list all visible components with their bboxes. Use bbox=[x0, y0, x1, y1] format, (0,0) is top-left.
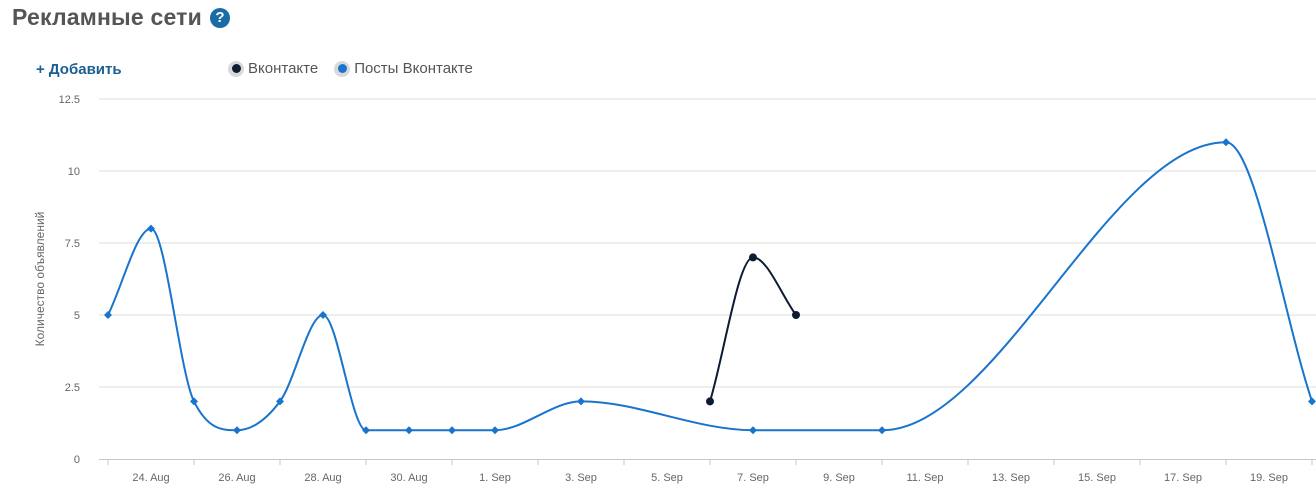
data-point bbox=[706, 397, 714, 406]
x-tick-label: 7. Sep bbox=[737, 472, 769, 484]
data-point bbox=[147, 224, 155, 233]
data-point bbox=[792, 311, 800, 319]
y-tick-label: 7.5 bbox=[65, 238, 80, 250]
axes: 0 2.5 5 7.5 10 12.5 24. Aug 26. Aug 28. Aug 30. A… bbox=[59, 94, 1316, 484]
question-icon[interactable]: ? bbox=[209, 7, 230, 28]
data-point bbox=[491, 426, 499, 435]
x-tick-label: 17. Sep bbox=[1164, 472, 1202, 484]
data-point bbox=[190, 397, 198, 406]
data-point bbox=[319, 311, 327, 319]
data-point bbox=[1308, 397, 1316, 406]
x-tick-label: 30. Aug bbox=[390, 472, 427, 484]
grid-lines bbox=[99, 98, 1316, 388]
legend-dot-icon bbox=[337, 64, 347, 73]
legend-label-vkontakte-posts: Посты Вконтакте bbox=[354, 60, 473, 77]
x-tick-label: 19. Sep bbox=[1250, 472, 1288, 484]
series-vkontakte-posts bbox=[104, 138, 1316, 435]
data-point bbox=[233, 426, 241, 435]
data-point bbox=[577, 397, 585, 406]
data-point bbox=[1222, 138, 1230, 147]
data-point bbox=[104, 311, 112, 319]
data-point bbox=[749, 426, 757, 435]
data-point bbox=[405, 426, 413, 435]
x-tick-label: 15. Sep bbox=[1078, 472, 1116, 484]
legend-item-vkontakte[interactable]: Вконтакте bbox=[228, 60, 318, 77]
series-line bbox=[709, 256, 797, 402]
x-tick-label: 13. Sep bbox=[992, 472, 1030, 484]
legend-item-vkontakte-posts[interactable]: Посты Вконтакте bbox=[334, 60, 473, 77]
chart-legend: Вконтакте Посты Вконтакте bbox=[228, 60, 473, 77]
x-tick-label: 24. Aug bbox=[132, 472, 169, 484]
y-tick-label: 10 bbox=[68, 166, 80, 178]
x-tick-label: 11. Sep bbox=[906, 472, 943, 484]
x-tick-label: 9. Sep bbox=[823, 472, 855, 484]
data-point bbox=[448, 426, 456, 435]
legend-marker-vkontakte-posts bbox=[334, 60, 351, 77]
x-tick-label: 28. Aug bbox=[304, 472, 341, 484]
legend-marker-vkontakte bbox=[228, 60, 244, 77]
series-layer bbox=[104, 138, 1316, 435]
data-point bbox=[878, 426, 886, 435]
add-button[interactable]: + Добавить bbox=[36, 61, 122, 78]
x-tick-label: 5. Sep bbox=[651, 472, 683, 484]
data-point bbox=[276, 397, 284, 406]
series-vkontakte bbox=[706, 253, 800, 406]
page-header: Рекламные сети ? bbox=[12, 4, 230, 31]
legend-label-vkontakte: Вконтакте bbox=[248, 60, 319, 77]
data-point bbox=[362, 426, 370, 435]
y-axis-title: Количество объявлений bbox=[33, 212, 47, 347]
x-tick-label: 1. Sep bbox=[479, 472, 511, 484]
data-point bbox=[749, 253, 757, 262]
y-tick-label: 12.5 bbox=[59, 94, 80, 106]
page-title: Рекламные сети bbox=[12, 4, 202, 30]
y-tick-label: 0 bbox=[74, 454, 80, 466]
y-tick-label: 2.5 bbox=[65, 382, 80, 394]
x-tick-label: 3. Sep bbox=[565, 472, 597, 484]
legend-dot-icon bbox=[231, 64, 241, 73]
x-tick-label: 26. Aug bbox=[218, 472, 255, 484]
y-tick-label: 5 bbox=[74, 310, 80, 322]
